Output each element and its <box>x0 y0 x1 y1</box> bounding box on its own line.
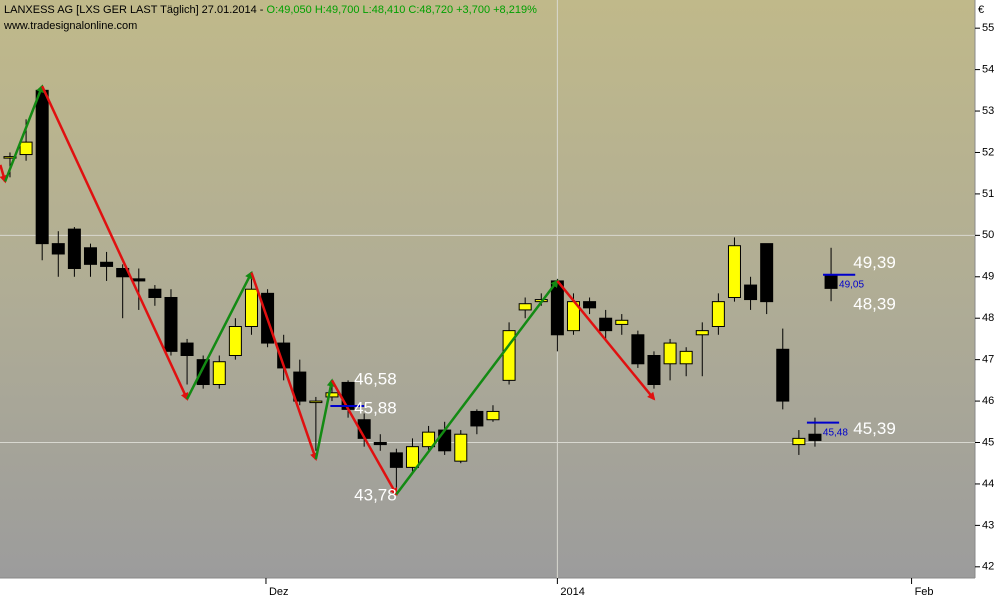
candle-body <box>51 243 65 255</box>
candle-body <box>293 371 307 402</box>
candle-body <box>389 452 403 468</box>
candle-body <box>663 342 677 365</box>
candle-body <box>679 350 693 365</box>
candle-body <box>212 361 226 386</box>
zigzag-segment <box>250 272 318 461</box>
candle-body <box>727 245 741 298</box>
candle-body <box>309 400 323 404</box>
candle-body <box>599 317 613 332</box>
y-tick-label: 51 <box>982 188 994 200</box>
candle-body <box>824 274 838 289</box>
candle-body <box>695 330 709 336</box>
candle-body <box>325 392 339 398</box>
source: www.tradesignalonline.com <box>3 20 137 32</box>
candle-body <box>631 334 645 365</box>
zigzag-segment <box>3 84 44 182</box>
x-tick-label: Feb <box>915 586 934 598</box>
candle-body <box>100 261 114 267</box>
candle-body <box>744 284 758 301</box>
y-tick-label: 52 <box>982 146 994 158</box>
candle-body <box>711 301 725 327</box>
y-tick-label: 49 <box>982 271 994 283</box>
candle-body <box>502 330 516 381</box>
candle-body <box>550 280 564 336</box>
annotation: 48,39 <box>853 295 896 314</box>
header-name: LANXESS AG [LXS GER LAST Täglich] 27.01.… <box>4 4 264 16</box>
annotation: 49,39 <box>853 253 896 272</box>
y-tick-label: 55 <box>982 22 994 34</box>
plot-area <box>0 0 975 578</box>
y-tick-label: 50 <box>982 229 994 241</box>
header-quote: O:49,050 H:49,700 L:48,410 C:48,720 +3,7… <box>267 4 538 16</box>
level-label: 49,05 <box>839 279 864 290</box>
candle-body <box>148 288 162 298</box>
candle-body <box>776 348 790 402</box>
y-tick-label: 44 <box>982 478 994 490</box>
currency: € <box>978 4 984 16</box>
x-tick-label: 2014 <box>560 586 584 598</box>
candle-body <box>438 429 452 452</box>
candle-body <box>373 442 387 446</box>
candle-body <box>405 446 419 468</box>
candle-body <box>19 141 33 156</box>
candle-body <box>196 359 210 386</box>
candle-body <box>486 410 500 421</box>
annotation: 46,58 <box>354 370 397 389</box>
y-tick-label: 54 <box>982 64 994 76</box>
zigzag-segment <box>556 280 656 401</box>
candle-body <box>180 342 194 357</box>
y-tick-label: 46 <box>982 395 994 407</box>
y-tick-label: 47 <box>982 354 994 366</box>
annotation: 45,39 <box>853 419 896 438</box>
level-label: 45,48 <box>823 427 848 438</box>
candle-body <box>67 228 81 269</box>
candle-body <box>470 410 484 427</box>
candle-body <box>808 433 822 441</box>
zigzag-segment <box>395 279 559 496</box>
zigzag-segment <box>185 270 253 400</box>
candle-body <box>615 319 629 325</box>
candle-body <box>518 303 532 311</box>
candle-body <box>228 325 242 357</box>
candle-body <box>760 243 774 303</box>
candle-body <box>454 433 468 462</box>
y-tick-label: 45 <box>982 436 994 448</box>
candle-body <box>35 89 49 245</box>
candle-body <box>422 431 436 448</box>
header: LANXESS AG [LXS GER LAST Täglich] 27.01.… <box>4 4 537 16</box>
zigzag-segment <box>0 164 8 184</box>
candle-body <box>244 288 258 327</box>
y-tick-label: 43 <box>982 519 994 531</box>
y-tick-label: 53 <box>982 105 994 117</box>
y-tick-label: 48 <box>982 312 994 324</box>
zigzag-segment <box>330 379 398 497</box>
candle-body <box>3 156 17 159</box>
candle-body <box>792 437 806 446</box>
candle-body <box>164 296 178 352</box>
annotation: 45,88 <box>354 399 397 418</box>
candle-body <box>647 355 661 386</box>
candle-body <box>132 278 146 282</box>
candle-body <box>583 301 597 309</box>
zigzag-segment <box>41 85 189 401</box>
annotation: 43,78 <box>354 486 397 505</box>
y-tick-label: 42 <box>982 561 994 573</box>
zigzag-segment <box>314 378 335 460</box>
x-tick-label: Dez <box>269 586 289 598</box>
candle-body <box>83 247 97 265</box>
